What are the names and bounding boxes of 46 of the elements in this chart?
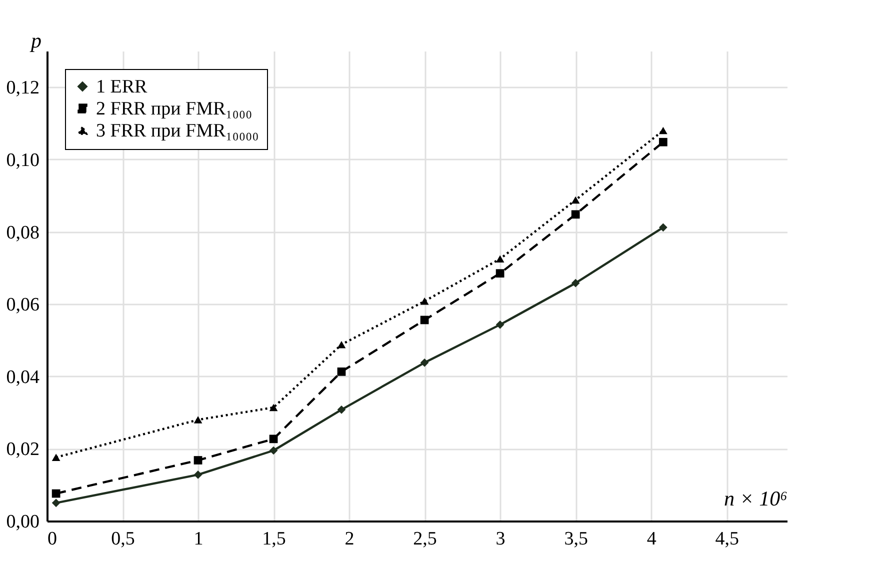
- point: [571, 278, 580, 288]
- legend-label: 2 FRR при FMR₁₀₀₀: [96, 98, 252, 120]
- x-tick-label: 1: [194, 528, 204, 550]
- x-tick-label: 4,5: [715, 528, 739, 550]
- point: [337, 405, 346, 414]
- point: [52, 489, 60, 498]
- x-tick-label: 3: [496, 528, 506, 550]
- point: [496, 255, 504, 263]
- y-tick-label: 0,00: [6, 512, 40, 532]
- point: [420, 316, 429, 324]
- point: [194, 470, 202, 479]
- y-axis-title: p: [29, 28, 42, 52]
- point: [194, 456, 202, 464]
- point: [496, 269, 504, 278]
- point: [571, 210, 580, 219]
- point: [496, 320, 504, 329]
- x-tick-label: 4: [646, 528, 657, 550]
- point: [269, 404, 278, 412]
- point: [420, 298, 429, 305]
- y-tick-label: 0,04: [6, 366, 40, 388]
- legend-label: 3 FRR при FMR₁₀₀₀₀: [96, 120, 259, 142]
- y-tick-label: 0,06: [6, 294, 40, 316]
- point: [337, 340, 346, 348]
- x-tick-label: 2,5: [413, 528, 437, 550]
- point: [658, 138, 668, 146]
- legend-label: 1 ERR: [96, 76, 148, 98]
- y-tick-label: 0,10: [6, 150, 40, 171]
- point: [194, 416, 202, 424]
- x-axis-title: n × 10⁶: [724, 486, 788, 510]
- x-tick-label: 0: [48, 528, 57, 550]
- y-tick-label: 0,02: [6, 439, 40, 460]
- point: [269, 434, 278, 444]
- x-tick-label: 2: [344, 528, 354, 550]
- y-tick-label: 0,08: [6, 222, 40, 244]
- point: [52, 498, 60, 508]
- x-tick-label: 3,5: [564, 528, 588, 550]
- point: [658, 223, 668, 232]
- point: [658, 126, 668, 134]
- x-tick-label: 0,5: [111, 528, 135, 550]
- point: [269, 446, 278, 455]
- point: [52, 454, 60, 461]
- point: [571, 196, 580, 204]
- point: [337, 368, 346, 376]
- x-tick-label: 1,5: [262, 528, 286, 550]
- point: [420, 358, 429, 367]
- y-tick-label: 0,12: [6, 78, 40, 99]
